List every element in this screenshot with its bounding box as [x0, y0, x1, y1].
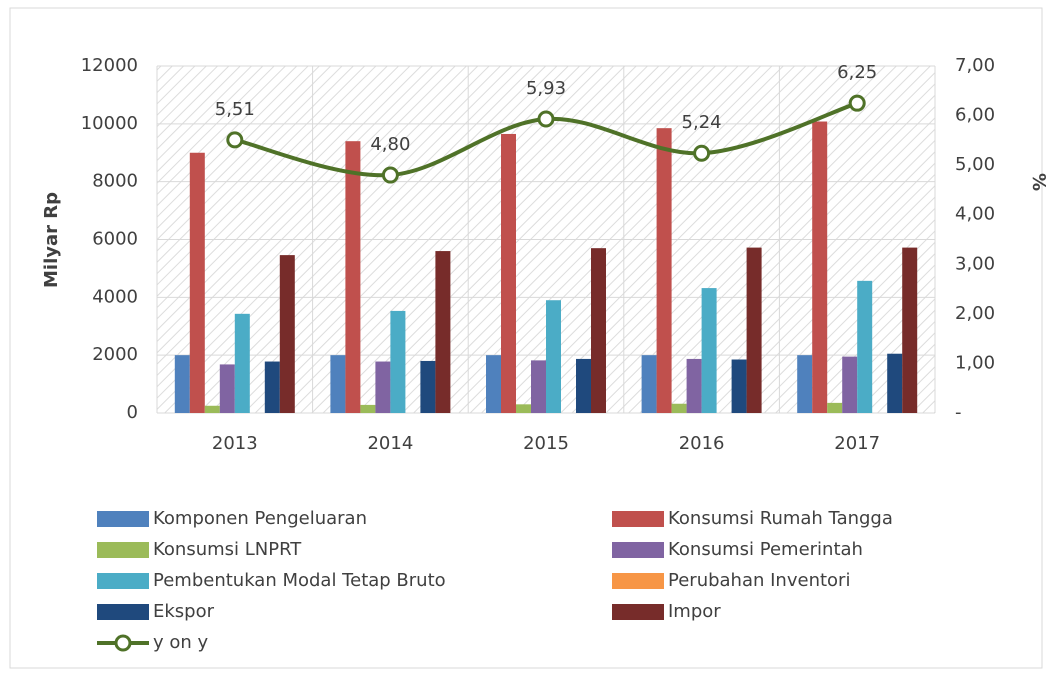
bar — [546, 300, 561, 413]
bar — [486, 355, 501, 413]
bar — [671, 403, 687, 413]
data-label: 4,80 — [370, 134, 410, 155]
legend-swatch — [612, 604, 664, 620]
y2-tick-label: 7,00 — [955, 55, 995, 76]
bar — [279, 255, 295, 413]
bar — [857, 280, 873, 413]
y-tick-label: 6000 — [92, 229, 138, 250]
bar — [746, 247, 762, 413]
line-marker — [693, 144, 711, 162]
bar — [375, 361, 391, 413]
legend-swatch — [97, 573, 149, 589]
y2-tick-label: - — [955, 402, 962, 423]
x-tick-label: 2015 — [523, 433, 569, 454]
legend-label: y on y — [153, 632, 209, 653]
legend-label: Perubahan Inventori — [668, 570, 850, 591]
bar — [686, 358, 702, 413]
bar — [204, 405, 220, 413]
bar — [174, 355, 190, 413]
bar — [641, 355, 657, 413]
line-marker — [848, 94, 866, 112]
bar — [731, 359, 747, 413]
bar — [591, 248, 606, 413]
bar — [345, 141, 361, 413]
bar — [656, 128, 672, 413]
y2-tick-label: 6,00 — [955, 105, 995, 126]
x-tick-label: 2013 — [212, 433, 258, 454]
bar — [516, 404, 531, 413]
y-tick-label: 2000 — [92, 344, 138, 365]
bar — [902, 247, 918, 413]
y-tick-label: 4000 — [92, 286, 138, 307]
bar — [887, 353, 903, 413]
legend-swatch — [612, 511, 664, 527]
legend-marker — [114, 634, 132, 652]
legend-label: Konsumsi Pemerintah — [668, 539, 863, 560]
bar — [420, 360, 436, 413]
y2-tick-label: 5,00 — [955, 154, 995, 175]
bar — [797, 355, 813, 413]
bar — [842, 356, 858, 413]
y2-tick-label: 2,00 — [955, 303, 995, 324]
bar — [330, 355, 346, 413]
y-tick-label: 12000 — [81, 55, 138, 76]
x-tick-label: 2017 — [834, 433, 880, 454]
y2-tick-label: 4,00 — [955, 204, 995, 225]
data-label: 5,24 — [682, 112, 722, 133]
legend-label: Pembentukan Modal Tetap Bruto — [153, 570, 446, 591]
x-tick-label: 2014 — [367, 433, 413, 454]
bar — [576, 358, 591, 413]
legend-label: Konsumsi LNPRT — [153, 539, 302, 560]
legend-swatch — [97, 511, 149, 527]
y-axis-title: Milyar Rp — [41, 192, 62, 288]
legend-label: Komponen Pengeluaran — [153, 508, 367, 529]
line-marker — [537, 110, 555, 128]
y2-tick-label: 1,00 — [955, 352, 995, 373]
bar — [219, 364, 235, 413]
bar — [701, 288, 717, 413]
legend-swatch — [612, 573, 664, 589]
legend-swatch — [612, 542, 664, 558]
legend-label: Impor — [668, 601, 721, 622]
bar — [360, 404, 376, 413]
bar — [189, 152, 205, 413]
legend-swatch — [97, 542, 149, 558]
legend-label: Ekspor — [153, 601, 215, 622]
bar — [827, 402, 843, 413]
bar — [264, 361, 280, 413]
y-tick-label: 0 — [127, 402, 138, 423]
bar — [812, 121, 828, 414]
legend-swatch — [97, 604, 149, 620]
bar — [501, 133, 516, 413]
data-label: 5,51 — [215, 99, 255, 120]
x-tick-label: 2016 — [679, 433, 725, 454]
data-label: 6,25 — [837, 62, 877, 83]
bar — [435, 251, 451, 413]
line-marker — [226, 131, 244, 149]
legend-label: Konsumsi Rumah Tangga — [668, 508, 893, 529]
line-marker — [381, 166, 399, 184]
bar — [234, 313, 250, 413]
y2-tick-label: 3,00 — [955, 253, 995, 274]
bar — [531, 360, 546, 413]
data-label: 5,93 — [526, 78, 566, 99]
bar — [390, 310, 406, 413]
y-tick-label: 10000 — [81, 113, 138, 134]
y-tick-label: 8000 — [92, 171, 138, 192]
y2-axis-title: % — [1028, 173, 1049, 191]
